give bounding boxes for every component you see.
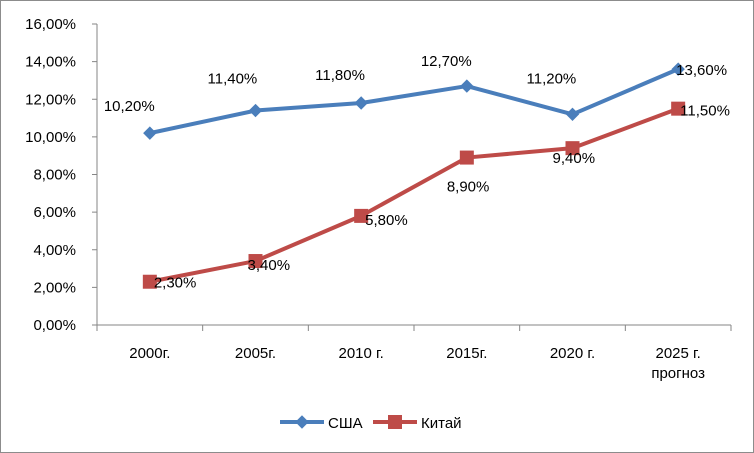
axes [92,23,732,331]
usa-point [143,126,157,140]
data-label: 3,40% [248,257,291,274]
x-tick-label-line: 2000г. [129,345,170,362]
data-label: 13,60% [676,62,727,79]
x-tick-label-line: 2010 г. [338,345,383,362]
x-tick-label-line: 2020 г. [550,345,595,362]
x-tick-label-line: 2015г. [446,345,487,362]
y-tick-label: 4,00% [33,242,76,259]
y-tick-label: 14,00% [25,54,76,71]
data-label: 11,20% [527,70,577,87]
series-group [142,62,686,289]
y-tick-label: 6,00% [33,204,76,221]
x-tick-label: 2000г. [129,345,170,362]
x-tick-label: 2020 г. [550,345,595,362]
data-label: 2,30% [154,275,197,292]
data-label: 9,40% [553,150,596,167]
china-point [354,208,369,223]
x-tick-label: 2025 г. прогноз [651,345,705,382]
data-label: 5,80% [365,212,408,229]
data-label: 11,40% [208,71,258,88]
data-label: 8,90% [447,179,490,196]
usa-point [354,96,368,110]
x-tick-label: 2005г. [235,345,276,362]
usa-point [671,62,685,76]
legend-marker [295,415,309,429]
y-tick-label: 0,00% [33,317,76,334]
legend-label: Китай [421,415,462,432]
x-tick-label: 2010 г. [338,345,383,362]
x-tick-label-line: 2005г. [235,345,276,362]
legend: США Китай [280,415,462,432]
china-point [565,141,580,156]
china-point [671,101,686,116]
data-label: 11,50% [680,103,730,120]
usa-point [565,107,580,122]
y-tick-label: 8,00% [33,167,76,184]
data-label: 10,20% [104,98,155,115]
y-tick-label: 16,00% [25,16,76,33]
y-tick-labels: 0,00% 2,00% 4,00% 6,00% 8,00% 10,00% 12,00% 14,… [25,16,76,334]
x-tick-label: 2015г. [446,345,487,362]
data-label: 12,70% [421,53,472,70]
series-line-usa [149,67,679,136]
y-tick-label: 10,00% [25,129,76,146]
china-point [248,254,263,269]
series-line-china [149,106,679,284]
x-tick-label-line: прогноз [651,365,705,382]
x-tick-label-line: 2025 г. [655,345,700,362]
data-label: 11,80% [315,67,365,84]
legend-marker [388,415,402,429]
y-tick-label: 12,00% [25,91,76,108]
usa-point [248,103,263,118]
china-point [142,274,157,289]
china-point [459,150,474,165]
usa-point [460,79,474,93]
y-tick-label: 2,00% [33,279,76,296]
data-labels: 10,20% 11,40% 11,80% 12,70% 11,20% 13,60% 2,30… [104,53,730,292]
legend-label: США [328,415,363,432]
x-tick-labels: 2000г. 2005г. 2010 г. 2015г. 2020 г. 2025 г. п… [129,345,705,382]
